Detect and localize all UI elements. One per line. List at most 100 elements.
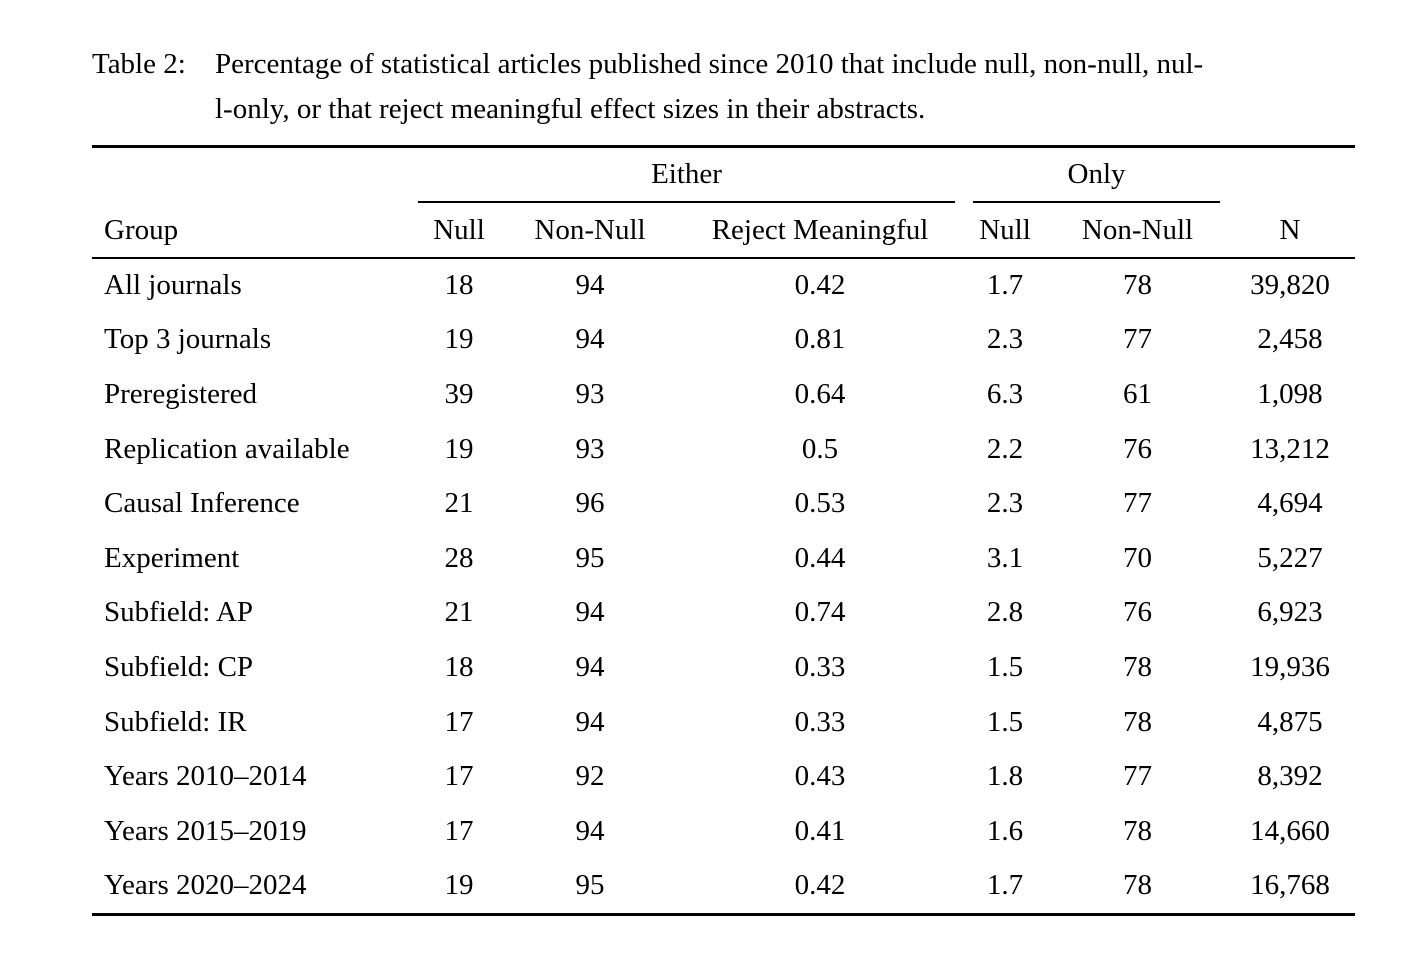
cell-only-null: 3.1 bbox=[986, 541, 1024, 574]
cell-only-nonnull: 78 bbox=[1123, 869, 1153, 902]
cell-only-nonnull: 76 bbox=[1123, 596, 1153, 629]
col-header-either-nonnull: Non-Null bbox=[500, 203, 680, 259]
cell-reject-meaningful: 0.44 bbox=[794, 541, 846, 574]
cell-n: 5,227 bbox=[1257, 541, 1323, 574]
cell-n: 13,212 bbox=[1250, 432, 1330, 465]
cell-reject-meaningful: 0.33 bbox=[794, 650, 846, 683]
cell-either-null: 19 bbox=[444, 323, 474, 356]
spanner-spacer-left bbox=[92, 148, 418, 203]
spanner-only-label: Only bbox=[1067, 158, 1126, 190]
cell-either-nonnull: 93 bbox=[575, 377, 605, 410]
cell-n: 4,875 bbox=[1257, 705, 1323, 738]
data-table: Either Only Group Null Non-Null Reject M… bbox=[92, 148, 1356, 914]
cell-either-nonnull: 93 bbox=[575, 432, 605, 465]
cell-either-nonnull: 94 bbox=[575, 650, 605, 683]
cell-n: 14,660 bbox=[1250, 814, 1330, 847]
cell-only-null: 1.6 bbox=[986, 814, 1024, 847]
cell-only-nonnull: 78 bbox=[1123, 650, 1153, 683]
cell-n: 16,768 bbox=[1250, 869, 1330, 902]
cell-group: Preregistered bbox=[104, 377, 257, 410]
cell-n: 8,392 bbox=[1257, 760, 1323, 793]
cell-n: 6,923 bbox=[1257, 596, 1323, 629]
cell-either-null: 21 bbox=[444, 596, 474, 629]
cell-reject-meaningful: 0.42 bbox=[794, 269, 846, 302]
col-header-group: Group bbox=[92, 203, 418, 259]
cell-only-nonnull: 78 bbox=[1123, 814, 1153, 847]
cell-reject-meaningful: 0.5 bbox=[801, 432, 839, 465]
table-row: Years 2010–2014 17 92 0.43 1.8 77 8,392 bbox=[92, 749, 1355, 804]
cell-either-nonnull: 94 bbox=[575, 705, 605, 738]
data-table-wrapper: Either Only Group Null Non-Null Reject M… bbox=[92, 145, 1356, 917]
cell-group: All journals bbox=[104, 269, 242, 302]
cell-either-nonnull: 95 bbox=[575, 541, 605, 574]
cell-only-null: 2.8 bbox=[986, 596, 1024, 629]
cell-only-null: 1.8 bbox=[986, 760, 1024, 793]
col-header-either-null: Null bbox=[418, 203, 500, 259]
cell-group: Subfield: CP bbox=[104, 650, 254, 683]
col-header-only-nonnull: Non-Null bbox=[1050, 203, 1226, 259]
cell-only-null: 1.5 bbox=[986, 650, 1024, 683]
spanner-either-cell: Either bbox=[418, 148, 960, 203]
cell-either-null: 18 bbox=[444, 650, 474, 683]
cell-either-nonnull: 94 bbox=[575, 596, 605, 629]
cell-only-null: 2.2 bbox=[986, 432, 1024, 465]
col-header-reject-meaningful: Reject Meaningful bbox=[680, 203, 961, 259]
spanner-either: Either bbox=[418, 148, 956, 203]
cell-only-null: 6.3 bbox=[986, 377, 1024, 410]
col-header-n: N bbox=[1225, 203, 1356, 259]
top-rule bbox=[92, 145, 1355, 148]
cell-group: Subfield: IR bbox=[104, 705, 247, 738]
cell-only-nonnull: 77 bbox=[1123, 323, 1153, 356]
cell-either-nonnull: 94 bbox=[575, 814, 605, 847]
cell-n: 39,820 bbox=[1250, 269, 1330, 302]
caption-line-1: Percentage of statistical articles publi… bbox=[215, 48, 1204, 80]
cell-group: Years 2010–2014 bbox=[104, 760, 307, 793]
cell-either-null: 39 bbox=[444, 377, 474, 410]
cell-n: 19,936 bbox=[1250, 650, 1330, 683]
table-row: Experiment 28 95 0.44 3.1 70 5,227 bbox=[92, 531, 1355, 586]
cell-reject-meaningful: 0.74 bbox=[794, 596, 846, 629]
cell-only-null: 1.5 bbox=[986, 705, 1024, 738]
table-row: Years 2015–2019 17 94 0.41 1.6 78 14,660 bbox=[92, 804, 1355, 859]
table-row: Top 3 journals 19 94 0.81 2.3 77 2,458 bbox=[92, 313, 1355, 368]
col-header-only-null: Null bbox=[960, 203, 1051, 259]
table-row: Replication available 19 93 0.5 2.2 76 1… bbox=[92, 422, 1355, 477]
table-row: Subfield: CP 18 94 0.33 1.5 78 19,936 bbox=[92, 640, 1355, 695]
table-row: Subfield: AP 21 94 0.74 2.8 76 6,923 bbox=[92, 586, 1355, 641]
cell-reject-meaningful: 0.42 bbox=[794, 869, 846, 902]
cell-reject-meaningful: 0.81 bbox=[794, 323, 846, 356]
spanner-either-label: Either bbox=[651, 158, 722, 190]
cell-group: Causal Inference bbox=[104, 487, 300, 520]
cell-only-null: 2.3 bbox=[986, 487, 1024, 520]
cell-n: 2,458 bbox=[1257, 323, 1323, 356]
cell-only-nonnull: 70 bbox=[1123, 541, 1153, 574]
spanner-spacer-right bbox=[1225, 148, 1355, 203]
cell-reject-meaningful: 0.33 bbox=[794, 705, 846, 738]
cell-either-null: 17 bbox=[444, 705, 474, 738]
cell-n: 1,098 bbox=[1257, 377, 1323, 410]
cell-either-null: 19 bbox=[444, 869, 474, 902]
cell-reject-meaningful: 0.53 bbox=[794, 487, 846, 520]
cell-either-null: 18 bbox=[444, 269, 474, 302]
caption-text: Percentage of statistical articles publi… bbox=[215, 42, 1382, 132]
cell-only-nonnull: 77 bbox=[1123, 760, 1153, 793]
cell-only-nonnull: 76 bbox=[1123, 432, 1153, 465]
cell-group: Subfield: AP bbox=[104, 596, 254, 629]
cell-either-nonnull: 95 bbox=[575, 869, 605, 902]
table-row: Years 2020–2024 19 95 0.42 1.7 78 16,768 bbox=[92, 859, 1355, 914]
spanner-only-cell: Only bbox=[960, 148, 1225, 203]
cell-either-nonnull: 96 bbox=[575, 487, 605, 520]
header-row: Group Null Non-Null Reject Meaningful Nu… bbox=[92, 203, 1356, 259]
cell-only-null: 1.7 bbox=[986, 269, 1024, 302]
cell-n: 4,694 bbox=[1257, 487, 1323, 520]
table-row: All journals 18 94 0.42 1.7 78 39,820 bbox=[92, 258, 1355, 313]
cell-either-null: 28 bbox=[444, 541, 474, 574]
spanner-only: Only bbox=[973, 148, 1221, 203]
cell-either-nonnull: 94 bbox=[575, 269, 605, 302]
table-row: Subfield: IR 17 94 0.33 1.5 78 4,875 bbox=[92, 695, 1355, 750]
cell-group: Experiment bbox=[104, 541, 240, 574]
table-caption: Table 2: Percentage of statistical artic… bbox=[92, 42, 1382, 132]
cell-only-nonnull: 61 bbox=[1123, 377, 1153, 410]
table-row: Causal Inference 21 96 0.53 2.3 77 4,694 bbox=[92, 476, 1355, 531]
